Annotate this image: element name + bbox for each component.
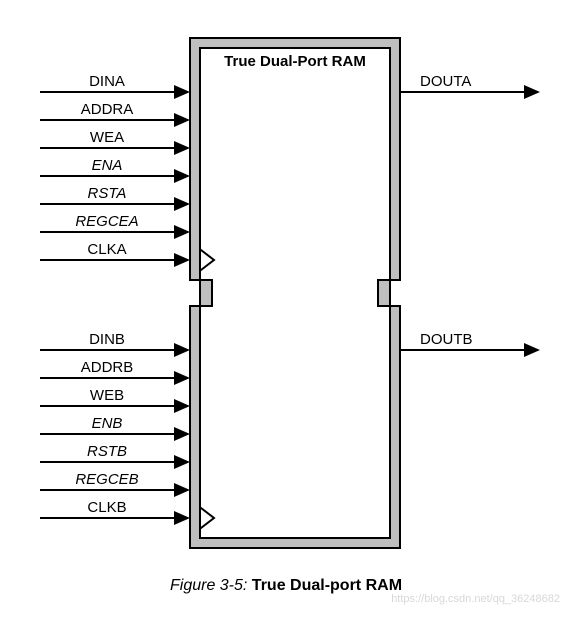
block-title: True Dual-Port RAM [224, 53, 366, 70]
notch-right [378, 280, 390, 306]
signal-label-addra: ADDRA [81, 101, 134, 118]
arrowhead [174, 85, 190, 99]
signal-label-addrb: ADDRB [81, 359, 134, 376]
signal-label-ena: ENA [92, 157, 123, 174]
arrowhead [524, 343, 540, 357]
block-inner [200, 48, 390, 538]
signal-label-clkb: CLKB [87, 499, 126, 516]
arrowhead [174, 371, 190, 385]
arrowhead [174, 169, 190, 183]
figure-caption: Figure 3-5: True Dual-port RAM [170, 577, 402, 594]
arrowhead [174, 427, 190, 441]
arrowhead [174, 253, 190, 267]
arrowhead [174, 197, 190, 211]
signal-label-clka: CLKA [87, 241, 126, 258]
notch-left [200, 280, 212, 306]
signal-label-dinb: DINB [89, 331, 125, 348]
signal-label-rsta: RSTA [88, 185, 127, 202]
arrowhead [174, 141, 190, 155]
signal-label-douta: DOUTA [420, 73, 471, 90]
signal-label-regceb: REGCEB [75, 471, 138, 488]
arrowhead [174, 511, 190, 525]
arrowhead [174, 483, 190, 497]
arrowhead [174, 113, 190, 127]
arrowhead [174, 455, 190, 469]
signal-label-web: WEB [90, 387, 124, 404]
diagram-canvas: True Dual-Port RAM DINA ADDRA WEA ENA RSTA REG… [0, 0, 572, 625]
signal-label-enb: ENB [92, 415, 123, 432]
arrowhead [174, 343, 190, 357]
diagram-svg: True Dual-Port RAM DINA ADDRA WEA ENA RSTA REG… [0, 0, 572, 625]
signal-label-dina: DINA [89, 73, 125, 90]
signal-label-regcea: REGCEA [75, 213, 138, 230]
arrowhead [174, 225, 190, 239]
watermark: https://blog.csdn.net/qq_36248682 [391, 593, 560, 605]
signal-label-wea: WEA [90, 129, 124, 146]
arrowhead [524, 85, 540, 99]
signal-label-rstb: RSTB [87, 443, 127, 460]
signal-label-doutb: DOUTB [420, 331, 473, 348]
arrowhead [174, 399, 190, 413]
